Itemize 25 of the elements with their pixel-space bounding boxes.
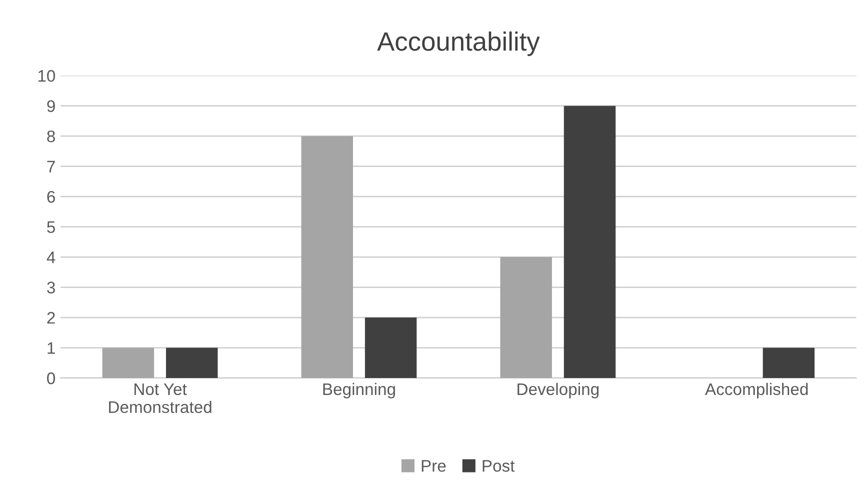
x-tick-label: Beginning	[323, 382, 395, 398]
y-tick-label: 4	[46, 252, 56, 264]
y-tick-label: 9	[47, 100, 55, 112]
chart-title: Accountability	[377, 31, 540, 56]
x-tick-label: Not Yet Demonstrated	[109, 383, 212, 414]
y-tick-label: 10	[38, 70, 56, 82]
bar	[364, 318, 417, 378]
y-tick-label: 0	[47, 372, 56, 384]
legend-label: Pre	[422, 460, 446, 472]
y-tick-label: 8	[47, 130, 55, 142]
bar	[564, 106, 616, 378]
legend-label: Post	[482, 460, 515, 472]
bar	[166, 348, 218, 378]
bar	[500, 257, 552, 378]
y-tick-label: 2	[47, 312, 55, 324]
bar	[762, 348, 815, 378]
x-tick-label: Developing	[518, 382, 599, 398]
y-tick-label: 1	[48, 342, 55, 354]
bar	[301, 136, 354, 378]
y-tick-label: 7	[47, 160, 55, 172]
y-tick-label: 3	[47, 282, 55, 294]
bar	[102, 348, 154, 378]
x-tick-label: Accomplished	[705, 382, 808, 398]
y-tick-label: 5	[47, 221, 55, 234]
y-tick-label: 6	[47, 190, 55, 203]
